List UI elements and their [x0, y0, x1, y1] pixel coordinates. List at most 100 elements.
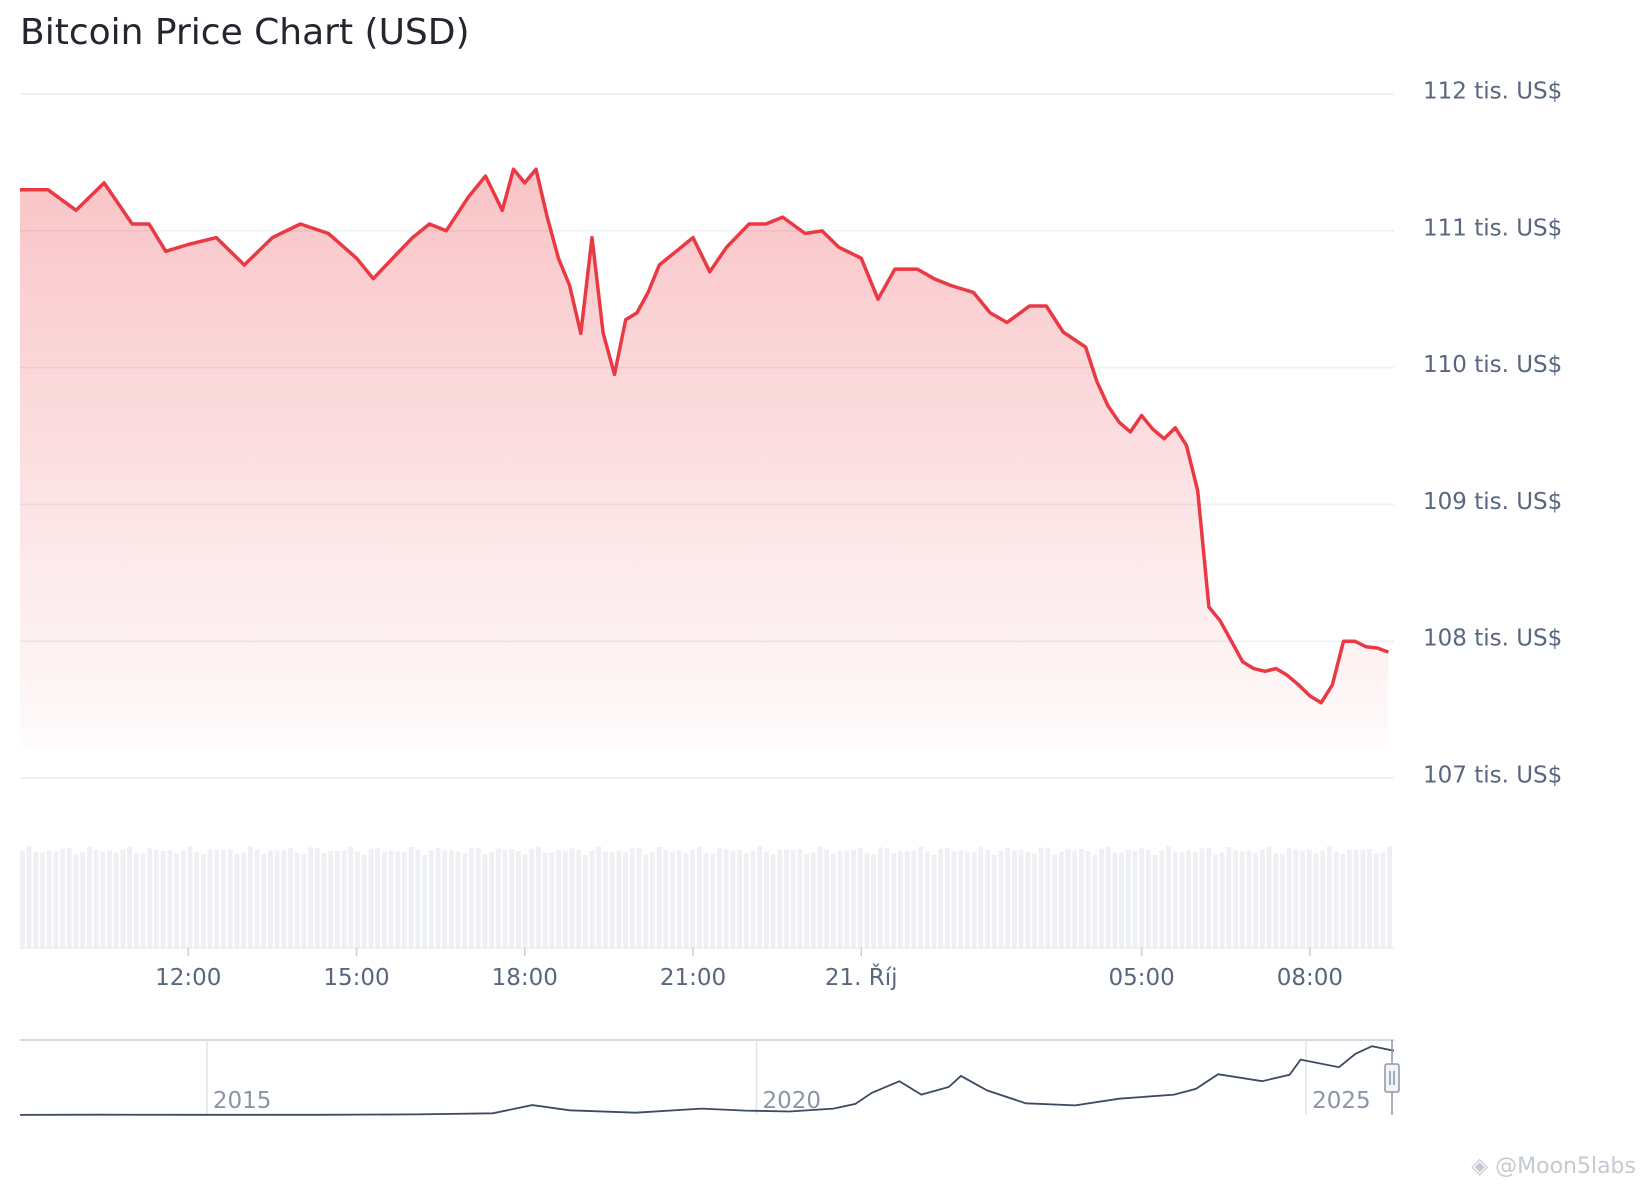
volume-bar	[522, 854, 528, 948]
volume-bar	[542, 852, 548, 948]
x-tick-label-6: 08:00	[1277, 965, 1343, 991]
volume-bar	[1112, 852, 1118, 948]
volume-bar	[388, 850, 394, 948]
volume-bar	[603, 851, 608, 948]
volume-bar	[971, 852, 977, 948]
volume-bar	[911, 850, 917, 948]
volume-bar	[442, 850, 448, 948]
volume-bar	[663, 850, 669, 948]
volume-bar	[1052, 854, 1058, 948]
volume-bar	[227, 849, 233, 948]
navigator-price-line	[19, 1045, 1395, 1116]
volume-bar	[924, 851, 930, 948]
volume-bar	[562, 850, 568, 948]
price-line	[20, 167, 1390, 705]
navigator-labels: 2015 2020 2025	[213, 1088, 1371, 1114]
volume-bar	[1259, 849, 1265, 948]
nav-year-label-1: 2020	[762, 1088, 821, 1114]
volume-bar	[301, 854, 307, 948]
volume-bar	[87, 846, 92, 948]
volume-bar	[529, 848, 535, 948]
volume-bar	[247, 846, 253, 948]
volume-bar	[207, 849, 213, 948]
navigator-gridlines	[206, 1040, 1307, 1115]
volume-bar	[1239, 851, 1245, 948]
volume-bar	[1326, 846, 1332, 948]
volume-bar	[944, 847, 950, 948]
volume-bar	[770, 854, 776, 948]
volume-bar	[583, 854, 588, 948]
volume-bar	[1139, 848, 1145, 948]
volume-bar	[750, 850, 756, 948]
volume-bar	[985, 849, 990, 948]
volume-bar	[1373, 853, 1379, 948]
volume-bar	[737, 850, 742, 948]
x-tick-label-4: 21. Říj	[825, 963, 898, 991]
volume-bar	[1233, 850, 1238, 948]
volume-bar	[609, 852, 615, 948]
volume-bar	[1172, 851, 1178, 948]
navigator-handle[interactable]	[1384, 1040, 1400, 1115]
volume-bar	[475, 847, 481, 948]
volume-bar	[717, 848, 722, 948]
volume-bar	[469, 847, 474, 948]
volume-bar	[200, 854, 206, 948]
volume-bar	[1092, 854, 1098, 948]
volume-bar	[314, 848, 320, 948]
volume-bar	[723, 849, 729, 948]
volume-bar	[66, 848, 72, 948]
navigator-handle-grip[interactable]	[1384, 1063, 1400, 1093]
volume-bar	[107, 850, 112, 948]
volume-bar	[321, 853, 327, 948]
volume-bar	[1360, 850, 1366, 948]
volume-bar	[790, 850, 796, 948]
diamond-logo-icon: ◈	[1471, 1154, 1489, 1179]
volume-bar	[1099, 848, 1104, 948]
x-tick-label-0: 12:00	[155, 965, 221, 991]
volume-bar	[402, 851, 407, 948]
volume-bar	[1025, 851, 1031, 948]
volume-bar	[636, 848, 642, 948]
volume-bars	[20, 846, 1394, 949]
volume-bar	[294, 852, 300, 948]
volume-bar	[40, 852, 45, 948]
volume-bar	[757, 846, 763, 948]
volume-bar	[1340, 854, 1346, 948]
volume-bar	[167, 850, 173, 948]
volume-bar	[844, 850, 850, 948]
watermark: ◈ @Moon5labs	[1471, 1154, 1636, 1179]
volume-bar	[1018, 849, 1024, 948]
range-navigator[interactable]: 2015 2020 2025	[19, 1039, 1400, 1116]
volume-bar	[730, 850, 736, 948]
volume-bar	[1293, 849, 1299, 948]
volume-bar	[274, 850, 280, 948]
volume-bar	[670, 851, 675, 948]
volume-bar	[837, 850, 843, 948]
volume-bar	[1333, 851, 1339, 948]
volume-bar	[1065, 848, 1071, 948]
volume-bar	[623, 851, 629, 948]
volume-bar	[643, 854, 649, 948]
volume-bar	[1246, 850, 1252, 948]
volume-bar	[891, 852, 897, 948]
volume-bar	[174, 853, 179, 948]
volume-bar	[857, 847, 863, 948]
volume-bar	[26, 846, 32, 948]
volume-bar	[676, 850, 682, 948]
volume-bar	[1286, 848, 1292, 948]
volume-bar	[381, 851, 387, 948]
volume-bar	[221, 850, 226, 948]
volume-bar	[234, 853, 240, 948]
volume-bar	[589, 850, 595, 948]
volume-bar	[254, 849, 260, 948]
x-tick-label-2: 18:00	[492, 965, 558, 991]
volume-bar	[556, 849, 562, 948]
x-tick-label-3: 21:00	[660, 965, 726, 991]
volume-bar	[113, 852, 119, 948]
volume-bar	[1273, 853, 1279, 948]
volume-bar	[938, 848, 944, 948]
volume-bar	[1058, 851, 1064, 948]
volume-bar	[1387, 846, 1393, 948]
volume-bar	[1045, 847, 1051, 948]
